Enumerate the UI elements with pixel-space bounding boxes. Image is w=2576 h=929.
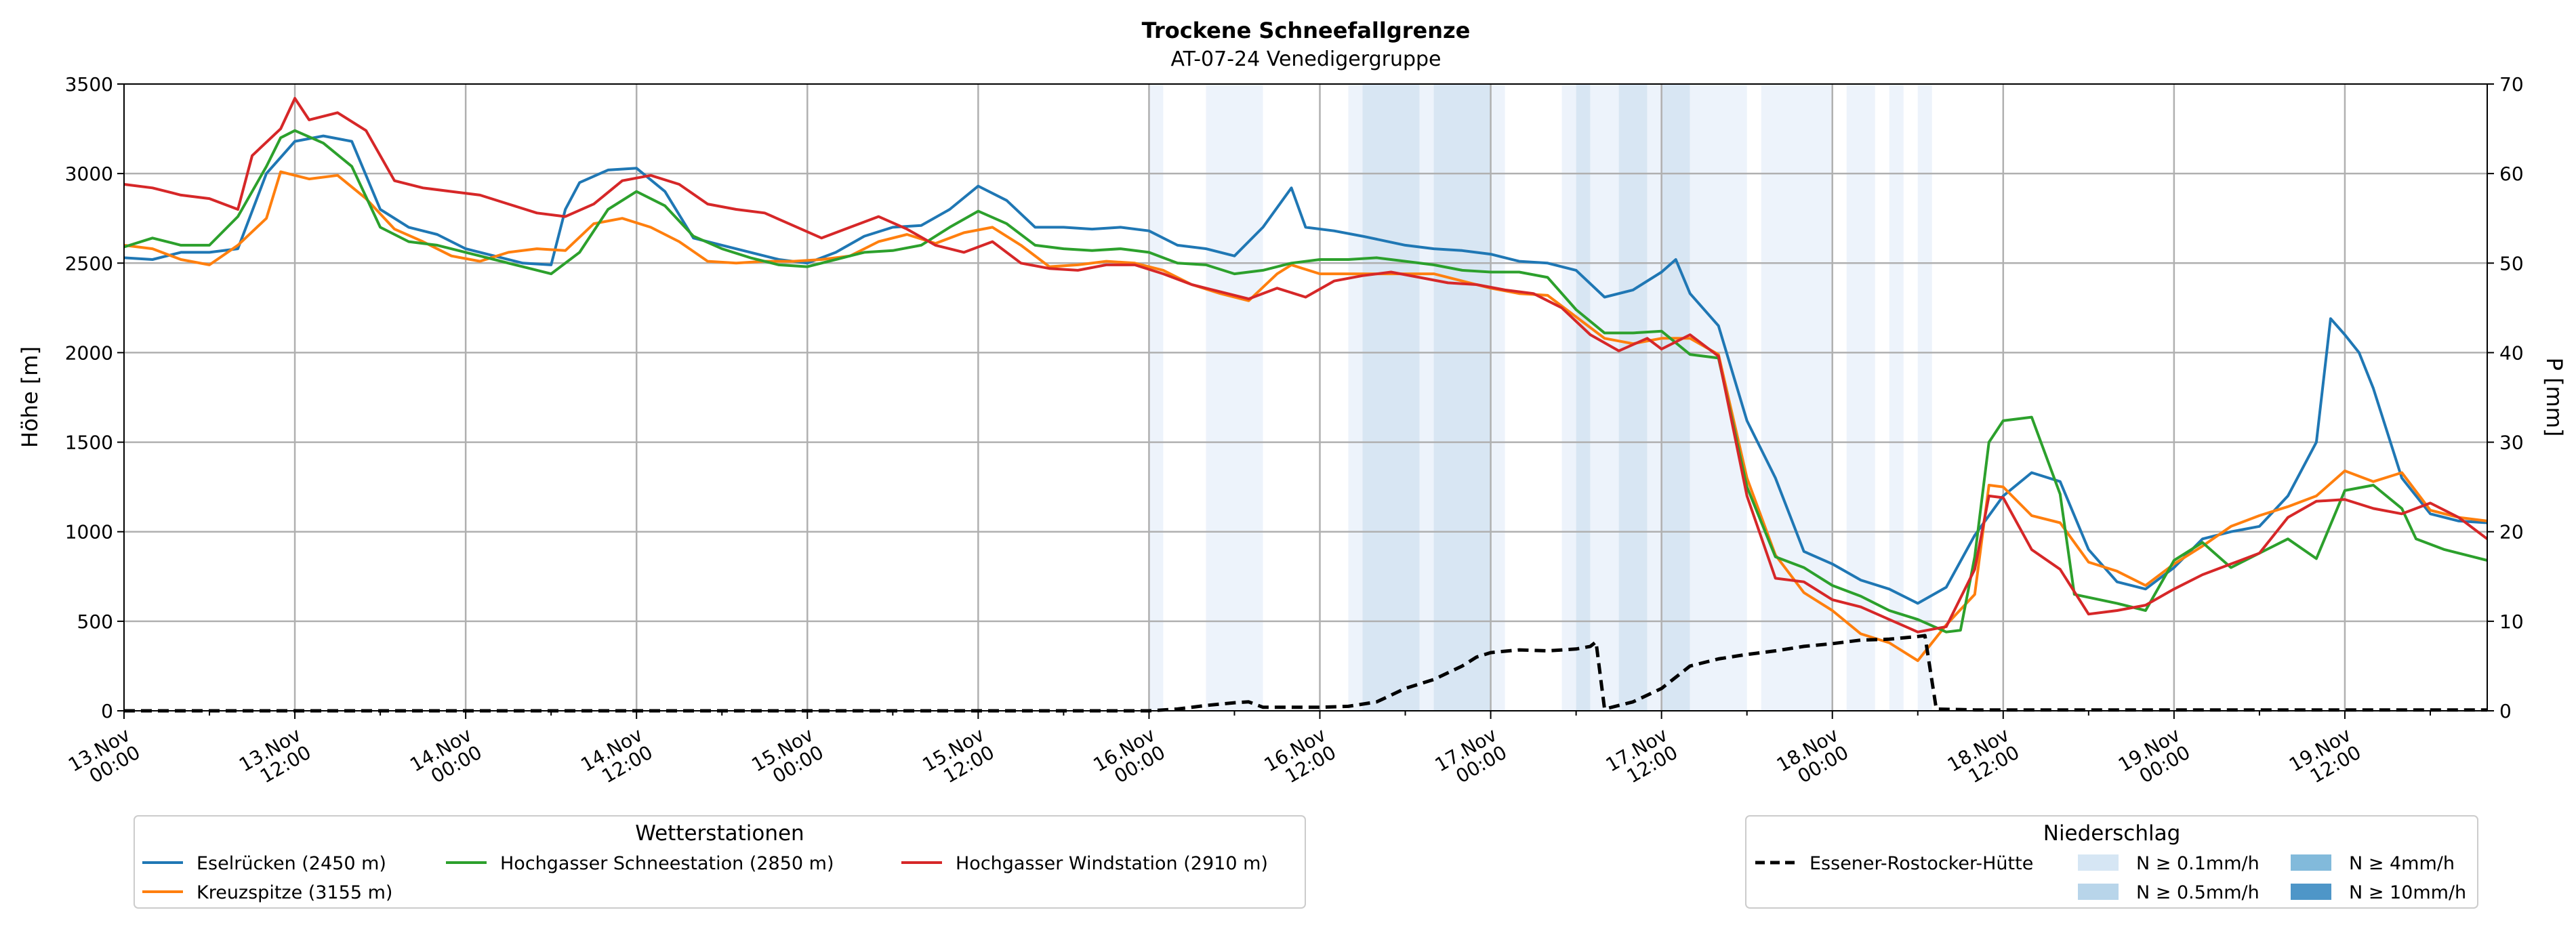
precip-band-7 (1561, 84, 1576, 711)
precip-band-3 (1362, 84, 1420, 711)
legend-precipitation: Niederschlag Essener-Rostocker-Hütte N ≥… (1745, 815, 2478, 909)
left-y-axis: 0 500 1000 1500 2000 2500 3000 3500 (65, 73, 124, 722)
y-tick-label-left-2000: 2000 (65, 342, 113, 364)
legend-swatch-0-1mm (2078, 854, 2119, 871)
precip-band-16 (1889, 84, 1904, 711)
precip-band-12 (1661, 84, 1690, 711)
series-line-3 (123, 97, 2489, 634)
legend-swatch-10mm (2291, 884, 2331, 900)
y-axis-label-left: Höhe [m] (17, 346, 43, 448)
y-tick-label-left-3500: 3500 (65, 73, 113, 96)
legend-label-essener-rostocker: Essener-Rostocker-Hütte (1810, 853, 2033, 874)
series-line-1 (123, 170, 2488, 662)
y-tick-label-right-60: 60 (2499, 163, 2524, 185)
legend-label-0-5mm: N ≥ 0.5mm/h (2136, 882, 2260, 903)
precip-band-4 (1419, 84, 1434, 711)
legend-stations-title: Wetterstationen (635, 821, 804, 846)
precip-band-0 (1149, 84, 1164, 711)
y-tick-label-right-0: 0 (2499, 700, 2512, 722)
series-line-0 (123, 134, 2488, 605)
y-tick-label-right-10: 10 (2499, 611, 2524, 633)
series-line-2 (123, 129, 2488, 634)
legend-stations-frame (134, 815, 1306, 909)
y-tick-label-right-30: 30 (2499, 432, 2524, 454)
y-tick-label-left-1000: 1000 (65, 521, 113, 543)
legend-label-windstation: Hochgasser Windstation (2910 m) (956, 853, 1268, 874)
y-tick-label-left-3000: 3000 (65, 163, 113, 185)
precip-band-17 (1917, 84, 1932, 711)
right-y-axis: 0 10 20 30 40 50 60 70 (2487, 73, 2524, 722)
y-tick-label-left-2500: 2500 (65, 252, 113, 274)
precip-band-13 (1690, 84, 1747, 711)
y-tick-label-right-20: 20 (2499, 521, 2524, 543)
precip-band-5 (1433, 84, 1491, 711)
chart-subtitle: AT-07-24 Venedigergruppe (1170, 47, 1441, 71)
y-tick-label-right-50: 50 (2499, 252, 2524, 274)
legend-label-kreuzspitze: Kreuzspitze (3155 m) (197, 882, 392, 903)
y-tick-label-left-1500: 1500 (65, 432, 113, 454)
legend-precipitation-title: Niederschlag (2043, 821, 2181, 846)
y-tick-label-left-0: 0 (101, 700, 113, 722)
legend-label-schneestation: Hochgasser Schneestation (2850 m) (500, 853, 834, 874)
legend-label-4mm: N ≥ 4mm/h (2349, 853, 2455, 874)
legend-label-10mm: N ≥ 10mm/h (2349, 882, 2466, 903)
y-axis-label-right: P [mm] (2541, 358, 2567, 437)
y-tick-label-right-70: 70 (2499, 73, 2524, 96)
precip-band-15 (1846, 84, 1875, 711)
legend-label-eselruecken: Eselrücken (2450 m) (197, 853, 386, 874)
chart-title: Trockene Schneefallgrenze (1142, 18, 1471, 43)
precip-band-6 (1490, 84, 1505, 711)
precip-band-14 (1761, 84, 1833, 711)
series-line-4 (124, 634, 2487, 713)
precip-band-1 (1206, 84, 1263, 711)
data-series (123, 97, 2489, 713)
precip-band-2 (1348, 84, 1363, 711)
legend-swatch-0-5mm (2078, 884, 2119, 900)
legend-label-0-1mm: N ≥ 0.1mm/h (2136, 853, 2260, 874)
plot-frame (123, 83, 2488, 711)
precip-band-8 (1576, 84, 1591, 711)
y-tick-label-right-40: 40 (2499, 342, 2524, 364)
legend-swatch-4mm (2291, 854, 2331, 871)
precipitation-bands (1149, 84, 1932, 711)
y-tick-label-left-500: 500 (77, 611, 113, 633)
grid-lines (124, 84, 2487, 711)
precip-band-11 (1647, 84, 1662, 711)
legend-stations: Wetterstationen Eselrücken (2450 m) Kreu… (134, 815, 1306, 909)
precip-band-9 (1590, 84, 1619, 711)
precip-band-10 (1618, 84, 1648, 711)
